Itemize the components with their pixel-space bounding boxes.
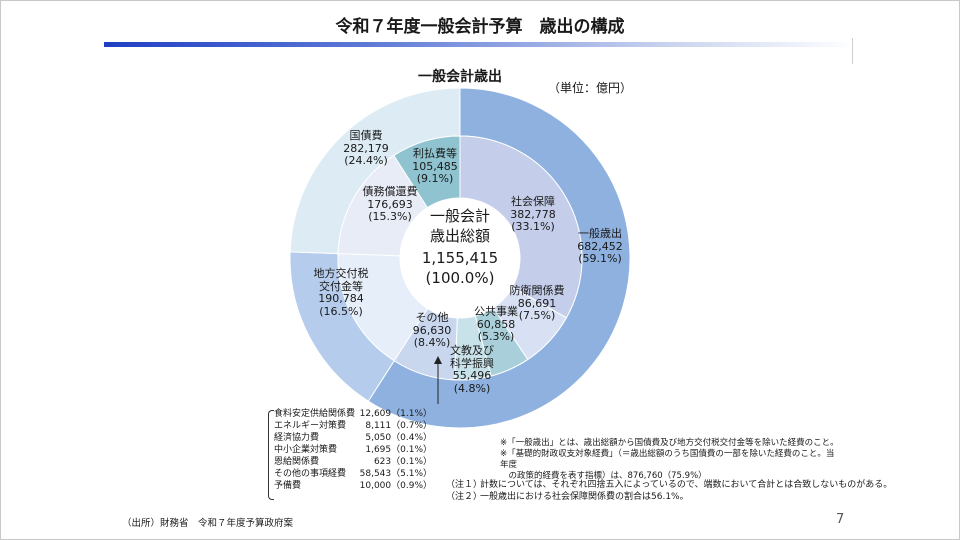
label-debt: 国債費 282,179 (24.4%) bbox=[343, 129, 389, 167]
footnote-2: （注２） 一般歳出における社会保障関係費の割合は56.1%。 bbox=[446, 492, 689, 502]
source-note: （出所）財務省 令和７年度予算政府案 bbox=[122, 518, 294, 529]
center-hole bbox=[400, 198, 520, 318]
chart-title: 一般会計歳出 bbox=[418, 69, 502, 85]
breakdown-row: 中小企業対策費 1,695（0.1%） bbox=[274, 444, 432, 456]
label-public: 公共事業 60,858 (5.3%) bbox=[474, 305, 518, 343]
breakdown-value: 12,609（1.1%） bbox=[359, 409, 432, 419]
footnote-1: （注１） 計数については、それぞれ四捨五入によっているので、端数において合計とは… bbox=[446, 480, 893, 490]
breakdown-value: 10,000（0.9%） bbox=[359, 481, 432, 491]
label-edu: 文教及び 科学振興 55,496 (4.8%) bbox=[450, 344, 494, 395]
unit-label: （単位：億円） bbox=[548, 81, 633, 95]
breakdown-value: 58,543（5.1%） bbox=[359, 469, 432, 479]
footnotes: （注１） 計数については、それぞれ四捨五入によっているので、端数において合計とは… bbox=[446, 479, 892, 503]
note-line: の政策的経費を表す指標）は、876,760（75.9%） bbox=[500, 471, 707, 481]
breakdown-name: 予備費 bbox=[274, 481, 302, 491]
label-social: 社会保障 382,778 (33.1%) bbox=[510, 195, 556, 233]
total-label-line1: 一般会計 bbox=[429, 207, 490, 225]
label-local: 地方交付税 交付金等 190,784 (16.5%) bbox=[313, 267, 369, 318]
page-number: 7 bbox=[836, 512, 845, 527]
label-interest: 利払費等 105,485 (9.1%) bbox=[412, 147, 458, 185]
breakdown-value: 623（0.1%） bbox=[373, 457, 432, 467]
breakdown-name: その他の事項経費 bbox=[274, 469, 347, 479]
breakdown-name: 中小企業対策費 bbox=[274, 445, 338, 455]
breakdown-row: 食料安定供給関係費 12,609（1.1%） bbox=[274, 408, 432, 420]
breakdown-row: 予備費 10,000（0.9%） bbox=[274, 480, 432, 492]
label-defense: 防衛関係費 86,691 (7.5%) bbox=[509, 284, 565, 322]
breakdown-row: 恩給関係費 623（0.1%） bbox=[274, 456, 432, 468]
breakdown-value: 1,695（0.1%） bbox=[365, 445, 432, 455]
breakdown-name: 経済協力費 bbox=[274, 433, 320, 443]
breakdown-row: エネルギー対策費 8,111（0.7%） bbox=[274, 420, 432, 432]
edge-divider bbox=[852, 38, 853, 64]
title-underline-bar bbox=[104, 42, 856, 47]
label-redemption: 債務償還費 176,693 (15.3%) bbox=[362, 185, 418, 223]
label-other: その他 96,630 (8.4%) bbox=[412, 311, 452, 349]
other-pointer-arrowhead bbox=[434, 356, 442, 364]
other-breakdown-list: 食料安定供給関係費 12,609（1.1%） エネルギー対策費 8,111（0.7%）… bbox=[274, 408, 432, 492]
breakdown-name: 食料安定供給関係費 bbox=[274, 409, 356, 419]
total-value: 1,155,415 bbox=[421, 249, 499, 267]
breakdown-name: エネルギー対策費 bbox=[274, 421, 347, 431]
inner-ring bbox=[337, 135, 583, 381]
note-line: ※「基礎的財政収支対象経費」（＝歳出総額のうち国債費の一部を除いた経費のこと。当… bbox=[500, 449, 835, 470]
note-line: ※「一般歳出」とは、歳出総額から国債費及び地方交付税交付金等を除いた経費のこと。 bbox=[500, 438, 839, 448]
breakdown-row: 経済協力費 5,050（0.4%） bbox=[274, 432, 432, 444]
breakdown-brace bbox=[268, 410, 274, 500]
page-title: 令和７年度一般会計予算 歳出の構成 bbox=[335, 17, 625, 37]
label-general: 一般歳出 682,452 (59.1%) bbox=[577, 227, 623, 265]
notes: ※「一般歳出」とは、歳出総額から国債費及び地方交付税交付金等を除いた経費のこと。… bbox=[500, 438, 840, 482]
total-label-line2: 歳出総額 bbox=[429, 227, 490, 245]
breakdown-value: 8,111（0.7%） bbox=[365, 421, 432, 431]
total-pct: (100.0%) bbox=[425, 269, 495, 287]
breakdown-value: 5,050（0.4%） bbox=[365, 433, 432, 443]
breakdown-name: 恩給関係費 bbox=[274, 457, 320, 467]
breakdown-row: その他の事項経費 58,543（5.1%） bbox=[274, 468, 432, 480]
center-total-label: 一般会計 歳出総額 1,155,415 (100.0%) bbox=[380, 206, 540, 288]
